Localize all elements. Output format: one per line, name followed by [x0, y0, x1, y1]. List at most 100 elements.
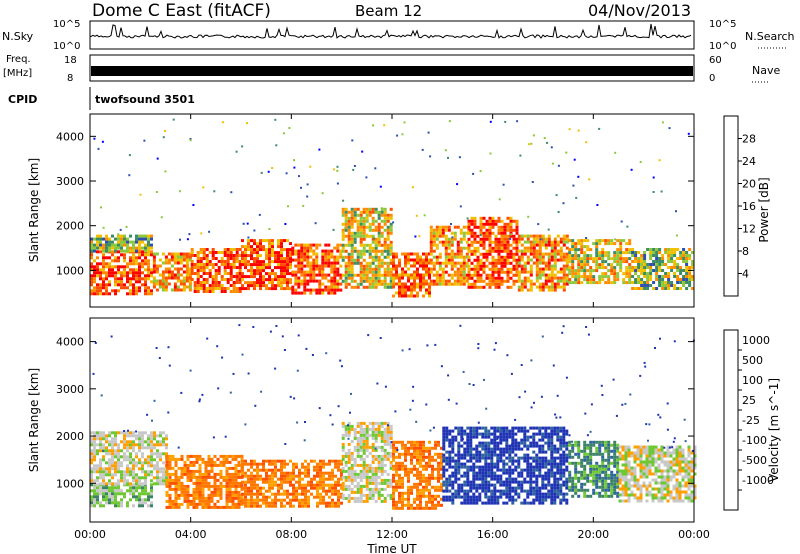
scatter-echo — [139, 193, 142, 196]
range-gate-cell — [344, 273, 348, 277]
range-gate-cell — [628, 269, 632, 273]
range-gate-cell — [301, 477, 304, 481]
range-gate-cell — [93, 249, 96, 253]
range-gate-cell — [365, 249, 369, 253]
range-gate-cell — [289, 281, 292, 285]
range-gate-cell — [622, 272, 626, 276]
range-gate-cell — [333, 267, 337, 271]
range-gate-cell — [123, 479, 126, 483]
scatter-echo — [352, 168, 355, 171]
range-gate-cell — [211, 275, 215, 278]
range-gate-cell — [383, 478, 387, 482]
range-gate-cell — [419, 452, 422, 456]
range-gate-cell — [450, 276, 454, 280]
range-gate-cell — [512, 273, 516, 277]
range-gate-cell — [144, 440, 147, 444]
range-gate-cell — [467, 237, 471, 241]
range-gate-cell — [202, 269, 206, 272]
range-gate-cell — [475, 435, 479, 439]
range-gate-cell — [309, 270, 313, 274]
range-gate-cell — [238, 266, 242, 269]
power-colorbar-tick-label: 12 — [742, 223, 756, 236]
range-gate-cell — [330, 261, 334, 265]
range-gate-cell — [96, 479, 99, 483]
range-gate-cell — [456, 273, 460, 277]
range-gate-cell — [478, 459, 482, 463]
range-gate-cell — [622, 278, 626, 282]
range-gate-cell — [472, 447, 476, 451]
range-gate-cell — [102, 249, 105, 253]
range-gate-cell — [99, 277, 102, 281]
range-gate-cell — [162, 431, 165, 435]
range-gate-cell — [316, 486, 319, 490]
range-gate-cell — [506, 276, 510, 280]
range-gate-cell — [219, 475, 223, 479]
range-gate-cell — [234, 466, 238, 470]
range-gate-cell — [383, 213, 387, 217]
scatter-echo — [160, 216, 163, 219]
range-gate-cell — [150, 470, 153, 474]
range-gate-cell — [374, 481, 378, 485]
range-gate-cell — [377, 279, 381, 283]
range-gate-cell — [340, 471, 343, 475]
range-gate-cell — [283, 477, 286, 481]
range-gate-cell — [202, 284, 206, 287]
range-gate-cell — [298, 504, 301, 508]
range-gate-cell — [438, 252, 442, 256]
range-gate-cell — [286, 272, 289, 276]
range-gate-cell — [208, 290, 212, 293]
range-gate-cell — [460, 426, 464, 430]
range-gate-cell — [141, 253, 144, 257]
range-gate-cell — [186, 469, 190, 473]
range-gate-cell — [529, 288, 533, 292]
range-gate-cell — [398, 467, 401, 471]
range-gate-cell — [259, 504, 262, 508]
range-gate-cell — [256, 468, 259, 472]
range-gate-cell — [494, 237, 498, 241]
range-gate-cell — [481, 483, 485, 487]
range-gate-cell — [463, 450, 467, 454]
range-gate-cell — [182, 270, 186, 274]
range-gate-cell — [96, 443, 99, 447]
range-gate-cell — [111, 501, 114, 505]
range-gate-cell — [386, 243, 390, 247]
range-gate-cell — [337, 459, 340, 463]
range-gate-cell — [268, 287, 271, 291]
scatter-echo — [189, 138, 192, 140]
range-gate-cell — [337, 504, 340, 508]
range-gate-cell — [544, 279, 548, 283]
range-gate-cell — [371, 261, 375, 265]
range-gate-cell — [195, 475, 199, 479]
range-gate-cell — [152, 267, 156, 271]
range-gate-cell — [362, 267, 366, 271]
range-gate-cell — [108, 452, 111, 456]
range-gate-cell — [451, 492, 455, 496]
range-gate-cell — [195, 496, 199, 500]
range-gate-cell — [380, 213, 384, 217]
range-gate-cell — [204, 484, 208, 488]
range-gate-cell — [475, 498, 479, 502]
range-gate-cell — [292, 498, 295, 502]
range-gate-cell — [622, 260, 626, 264]
range-gate-cell — [167, 270, 171, 274]
range-gate-cell — [547, 252, 551, 256]
range-gate-cell — [183, 472, 187, 476]
range-gate-cell — [309, 288, 313, 292]
scatter-echo — [504, 120, 507, 123]
range-gate-cell — [389, 424, 393, 428]
range-gate-cell — [336, 267, 340, 271]
range-gate-cell — [298, 483, 301, 487]
range-gate-cell — [189, 478, 193, 482]
range-gate-cell — [532, 249, 536, 253]
range-gate-cell — [442, 444, 446, 448]
range-gate-cell — [538, 246, 542, 250]
range-gate-cell — [138, 498, 141, 502]
range-gate-cell — [667, 284, 671, 287]
range-gate-cell — [556, 276, 560, 280]
range-gate-cell — [459, 261, 463, 265]
range-gate-cell — [262, 501, 265, 505]
range-gate-cell — [520, 258, 524, 262]
range-gate-cell — [479, 243, 483, 247]
range-gate-cell — [469, 459, 473, 463]
range-gate-cell — [460, 438, 464, 442]
